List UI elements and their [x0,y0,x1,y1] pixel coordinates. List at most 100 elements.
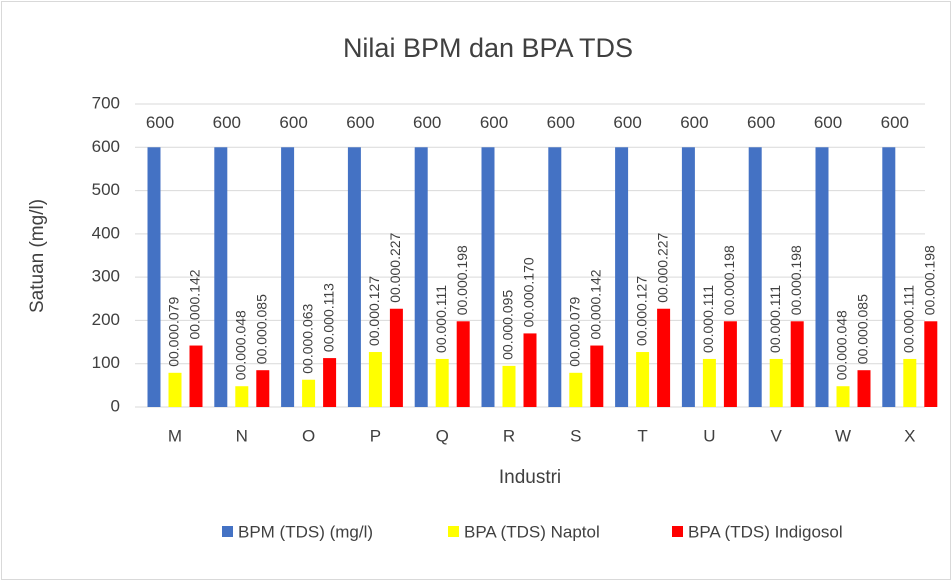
bar [569,372,583,407]
y-tick-label: 500 [92,180,120,199]
data-label: 600 [346,113,374,132]
bar [302,379,316,407]
legend-swatch [672,526,683,537]
bar [636,352,650,407]
data-label: 600 [279,113,307,132]
y-tick-label: 700 [92,93,120,112]
x-tick-label: M [168,426,182,445]
data-label: 00.000.227 [654,232,670,302]
bar [815,147,829,408]
x-tick-label: U [703,426,715,445]
x-tick-label: X [904,426,915,445]
data-label: 600 [613,113,641,132]
data-label: 00.000.048 [233,310,249,380]
bar [323,358,337,407]
x-tick-label: T [637,426,647,445]
data-label: 600 [213,113,241,132]
bar [481,147,495,408]
bar [790,321,804,407]
bar [857,370,871,407]
y-axis-label: Satuan (mg/l) [27,199,48,313]
legend-label: BPM (TDS) (mg/l) [238,522,373,541]
x-tick-label: Q [436,426,449,445]
bar [168,372,182,407]
data-label: 00.000.095 [500,290,516,360]
bar [681,147,695,408]
legend-swatch [222,526,233,537]
bar [748,147,762,408]
bar [147,147,161,408]
bar [903,358,917,407]
bar [214,147,228,408]
bar [769,358,783,407]
legend-label: BPA (TDS) Indigosol [688,522,843,541]
x-tick-label: S [570,426,581,445]
data-label: 00.000.198 [788,245,804,315]
x-tick-label: V [771,426,783,445]
bar [414,147,428,408]
data-label: 00.000.111 [433,285,449,353]
data-label: 00.000.111 [767,285,783,353]
bar [502,365,516,407]
bar [389,308,403,407]
bar [615,147,629,408]
bar [836,386,850,407]
bar [882,147,896,408]
data-label: 00.000.142 [588,269,604,339]
bar [189,345,203,407]
data-label: 00.000.227 [387,232,403,302]
chart-title: Nilai BPM dan BPA TDS [343,33,633,63]
y-tick-label: 0 [111,396,120,415]
bar [590,345,604,407]
bar [924,321,938,407]
data-label: 00.000.111 [901,285,917,353]
data-label: 00.000.142 [187,269,203,339]
bar [435,358,449,407]
data-label: 00.000.085 [855,294,871,364]
bar [256,370,270,407]
data-label: 00.000.198 [454,245,470,315]
y-tick-label: 600 [92,137,120,156]
x-tick-label: O [302,426,315,445]
data-label: 00.000.198 [922,245,938,315]
data-label: 600 [747,113,775,132]
data-label: 00.000.079 [166,297,182,367]
data-label: 600 [480,113,508,132]
data-label: 00.000.063 [299,303,315,373]
x-tick-label: N [236,426,248,445]
bar [657,308,671,407]
y-tick-label: 400 [92,223,120,242]
data-label: 600 [680,113,708,132]
bar [368,352,382,407]
bar [347,147,361,408]
data-label: 00.000.079 [567,297,583,367]
bar [548,147,562,408]
data-label: 600 [881,113,909,132]
data-label: 600 [146,113,174,132]
data-label: 00.000.127 [633,276,649,346]
x-axis-label: Industri [499,467,561,488]
legend-label: BPA (TDS) Naptol [464,522,600,541]
x-tick-label: R [503,426,515,445]
bar [456,321,470,407]
bar [235,386,249,407]
legend-swatch [448,526,459,537]
bar [523,333,537,407]
data-label: 00.000.113 [320,283,336,352]
data-label: 00.000.085 [254,294,270,364]
x-tick-label: P [370,426,381,445]
data-label: 00.000.198 [721,245,737,315]
bar [723,321,737,407]
y-tick-label: 100 [92,353,120,372]
y-tick-label: 300 [92,267,120,286]
data-label: 00.000.048 [834,310,850,380]
data-label: 00.000.111 [700,285,716,353]
data-label: 600 [547,113,575,132]
bar [702,358,716,407]
data-label: 00.000.170 [521,257,537,327]
data-label: 600 [413,113,441,132]
x-tick-label: W [835,426,851,445]
data-label: 600 [814,113,842,132]
